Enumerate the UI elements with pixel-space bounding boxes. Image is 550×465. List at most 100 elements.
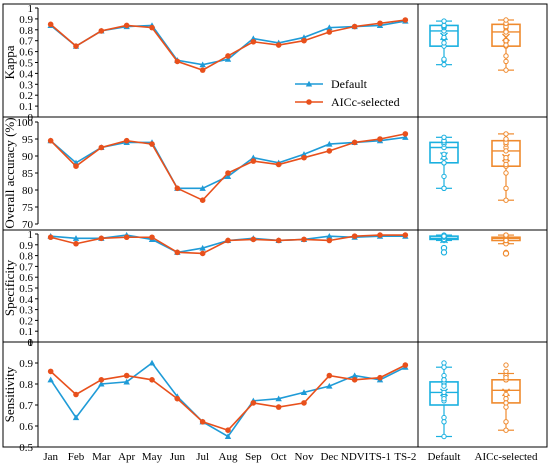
data-point-circle [402, 17, 409, 23]
data-point-circle [123, 22, 130, 29]
box-data-point [503, 197, 509, 203]
data-point-circle [351, 23, 358, 30]
box-data-point [441, 173, 447, 180]
data-point-circle [402, 131, 409, 137]
box-data-point [441, 364, 447, 370]
legend-marker-default [305, 80, 313, 87]
y-tick-label: 0.2 [19, 315, 33, 327]
boxplot-default [429, 232, 459, 256]
y-tick-label: 0.3 [19, 79, 33, 91]
data-point-circle [301, 37, 307, 44]
y-tick-label: 0.4 [19, 68, 33, 80]
box-category-label: Default [428, 451, 461, 463]
y-tick-label: 80 [22, 185, 34, 197]
data-point-triangle [326, 382, 333, 389]
data-point-triangle [326, 232, 333, 239]
data-point-circle [351, 377, 358, 383]
box-data-point [503, 155, 509, 161]
data-point-circle [199, 197, 206, 203]
figure-frame [2, 3, 548, 448]
data-point-circle [402, 362, 409, 368]
y-tick-label: 0.7 [19, 261, 33, 273]
data-point-circle [199, 67, 206, 73]
box-data-point [441, 40, 447, 46]
box-data-point [441, 433, 447, 440]
y-tick-label: 0.6 [19, 272, 33, 284]
box-data-point [441, 419, 447, 425]
box-data-point [441, 185, 447, 192]
box-data-point [441, 383, 447, 389]
data-point-circle [174, 185, 181, 192]
y-tick-label: 70 [22, 219, 34, 231]
legend: Default AICc-selected [295, 77, 400, 109]
data-point-triangle [123, 378, 130, 385]
y-tick-label: 0.7 [19, 36, 33, 48]
boxplot-aicc-selected [491, 362, 521, 433]
data-point-circle [301, 400, 307, 406]
data-point-circle [275, 161, 282, 168]
box-data-point [503, 375, 509, 381]
box-data-point [503, 185, 509, 192]
data-point-triangle [72, 235, 80, 241]
x-tick-label: NDVI [341, 451, 369, 463]
box-data-point [503, 161, 509, 168]
box-data-point [441, 61, 447, 68]
data-point-circle [47, 21, 54, 28]
y-axis-label: Overall accuracy (%) [2, 117, 17, 228]
data-point-triangle [351, 372, 358, 379]
y-tick-label: 0.6 [19, 47, 33, 59]
data-point-circle [377, 20, 383, 27]
data-point-circle [123, 234, 130, 241]
boxplot-aicc-selected [491, 232, 521, 257]
data-point-circle [47, 234, 54, 241]
box-data-point [503, 400, 509, 406]
data-point-triangle [224, 173, 232, 179]
data-point-circle [174, 395, 181, 402]
box-data-point [503, 237, 509, 244]
y-tick-label: 0.9 [19, 14, 33, 26]
y-tick-label: 0.3 [19, 305, 33, 317]
data-point-triangle [326, 140, 333, 147]
data-point-circle [73, 163, 79, 169]
data-point-circle [123, 137, 130, 144]
x-tick-label: Aug [219, 451, 238, 463]
data-point-circle [123, 372, 130, 379]
box-data-point [503, 232, 509, 238]
box-data-point [441, 151, 447, 158]
data-point-circle [326, 372, 333, 379]
box-data-point [503, 131, 509, 137]
x-tick-label: TS-2 [394, 451, 416, 463]
data-point-circle [98, 377, 105, 383]
data-point-circle [351, 139, 358, 146]
y-tick-label: 0.5 [19, 283, 33, 295]
data-point-circle [47, 368, 54, 375]
boxplot-default [429, 134, 459, 192]
data-point-triangle [326, 24, 333, 31]
y-tick-label: 0 [28, 112, 34, 124]
x-tick-label: Feb [68, 451, 85, 463]
box-data-point [503, 38, 509, 44]
data-point-circle [73, 240, 79, 247]
data-point-circle [149, 234, 155, 241]
data-point-circle [149, 24, 155, 31]
legend-label-aicc: AICc-selected [331, 95, 400, 109]
data-point-circle [199, 419, 206, 425]
y-tick-label: 0 [28, 337, 34, 349]
data-point-triangle [224, 56, 232, 62]
data-point-circle [225, 427, 231, 434]
data-point-circle [225, 53, 231, 59]
box-data-point [503, 29, 509, 35]
data-point-circle [225, 170, 231, 176]
box-data-point [503, 148, 509, 154]
data-point-circle [326, 29, 333, 35]
data-point-triangle [98, 380, 105, 387]
data-point-circle [250, 38, 257, 45]
y-tick-label: 1 [28, 229, 34, 241]
y-axis-label: Sensitivity [2, 366, 17, 422]
y-tick-label: 1 [28, 337, 34, 349]
box-data-point [441, 34, 447, 41]
y-tick-label: 0.1 [19, 101, 33, 113]
boxplot-aicc-selected [491, 17, 521, 73]
box-data-point [503, 170, 509, 176]
